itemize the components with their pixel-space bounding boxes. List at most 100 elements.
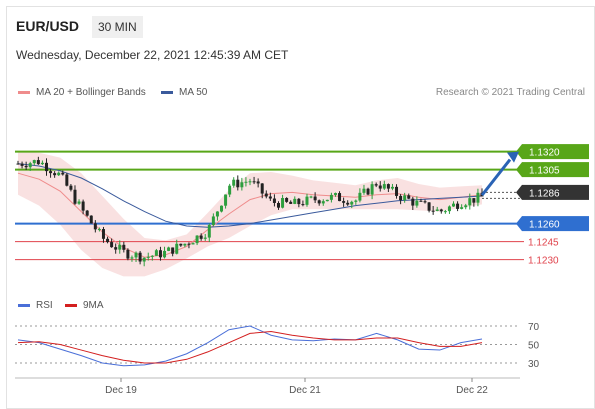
candle-body: [130, 257, 134, 259]
candle-body: [338, 193, 342, 202]
candle-body: [350, 201, 354, 205]
candle-body: [289, 201, 293, 204]
candle-body: [110, 242, 114, 248]
candle-body: [354, 200, 358, 202]
candle-body: [150, 255, 154, 257]
candle-body: [146, 256, 150, 258]
legend-9ma: 9MA: [65, 300, 104, 311]
candle-body: [199, 235, 203, 239]
candle-body: [138, 252, 142, 262]
rsi-tick-label: 50: [528, 341, 540, 352]
candle-body: [215, 211, 219, 217]
candle-body: [106, 238, 110, 243]
candle-body: [53, 173, 57, 176]
candle-body: [32, 160, 36, 164]
level-box-current: [522, 184, 589, 200]
candle-body: [224, 194, 228, 206]
x-tick-label: Dec 19: [105, 385, 137, 396]
rsi-swatch: [18, 304, 30, 307]
candle-body: [309, 196, 313, 198]
legend-ma20: MA 20 + Bollinger Bands: [18, 87, 146, 98]
candle-body: [65, 174, 69, 186]
candle-body: [427, 202, 431, 211]
rsi-line: [17, 325, 483, 367]
candle-body: [460, 207, 464, 209]
candle-body: [187, 243, 191, 245]
candle-body: [126, 249, 130, 259]
candle-body: [472, 198, 476, 203]
symbol-label: EUR/USD: [16, 18, 80, 34]
candle-body: [57, 172, 61, 176]
candle-body: [167, 247, 171, 251]
candle-body: [244, 181, 248, 183]
candle-body: [228, 185, 232, 195]
candle-body: [272, 198, 276, 203]
candle-body: [69, 185, 73, 190]
candle-body: [370, 184, 374, 195]
level-label-resistance: 1.1305: [529, 166, 560, 177]
candle-body: [248, 181, 252, 183]
candle-body: [28, 163, 32, 168]
candle-body: [122, 244, 126, 250]
candle-body: [260, 183, 264, 194]
forecast-arrow-line: [480, 158, 512, 197]
candle-body: [81, 201, 85, 211]
candle-body: [321, 201, 325, 204]
candle-body: [175, 243, 179, 254]
candle-body: [390, 186, 394, 189]
candle-body: [203, 237, 207, 239]
candle-body: [419, 200, 423, 202]
candle-body: [399, 195, 403, 201]
candle-body: [285, 198, 289, 202]
ma20-swatch: [18, 91, 30, 94]
forecast-arrow-head: [507, 151, 519, 163]
x-tick-label: Dec 22: [456, 385, 488, 396]
legend-rsi-label: RSI: [36, 300, 53, 311]
bollinger-band: [18, 151, 482, 277]
candle-body: [191, 243, 195, 245]
level-label-resistance: 1.1320: [529, 148, 560, 159]
candle-body: [240, 182, 244, 188]
candle-body: [73, 189, 77, 204]
candle-body: [362, 188, 366, 193]
candle-body: [452, 203, 456, 207]
candle-body: [468, 198, 472, 206]
level-box-resistance: [522, 144, 589, 160]
rsi-ma9-line: [17, 331, 483, 364]
level-box-pivot: [522, 216, 589, 232]
candle-body: [329, 194, 333, 200]
level-label-pivot: 1.1260: [529, 220, 560, 231]
candle-body: [281, 198, 285, 208]
legend-ma20-label: MA 20 + Bollinger Bands: [36, 87, 146, 98]
candle-body: [415, 200, 419, 206]
candle-body: [374, 184, 378, 186]
timeframe-badge[interactable]: 30 MIN: [92, 16, 143, 38]
legend-rsi: RSI: [18, 300, 53, 311]
rsi-tick-label: 30: [528, 359, 540, 370]
candle-body: [325, 199, 329, 202]
candle-body: [431, 210, 435, 212]
candle-body: [297, 198, 301, 205]
candle-body: [476, 192, 480, 203]
candle-body: [101, 229, 105, 239]
candle-body: [439, 209, 443, 212]
candles: [16, 156, 484, 267]
candle-body: [36, 160, 40, 165]
candle-body: [264, 193, 268, 197]
candle-body: [154, 250, 158, 256]
candle-body: [61, 172, 65, 175]
candle-body: [93, 223, 97, 230]
candle-body: [456, 203, 460, 209]
candle-body: [386, 184, 390, 189]
candle-body: [411, 198, 415, 206]
candle-body: [305, 196, 309, 205]
candle-body: [358, 192, 362, 201]
candle-body: [366, 188, 370, 195]
candle-body: [44, 162, 48, 172]
candle-body: [313, 196, 317, 201]
candle-body: [435, 209, 439, 211]
candle-body: [268, 196, 272, 199]
candle-body: [342, 201, 346, 203]
candle-body: [276, 202, 280, 208]
legend-9ma-label: 9MA: [83, 300, 104, 311]
